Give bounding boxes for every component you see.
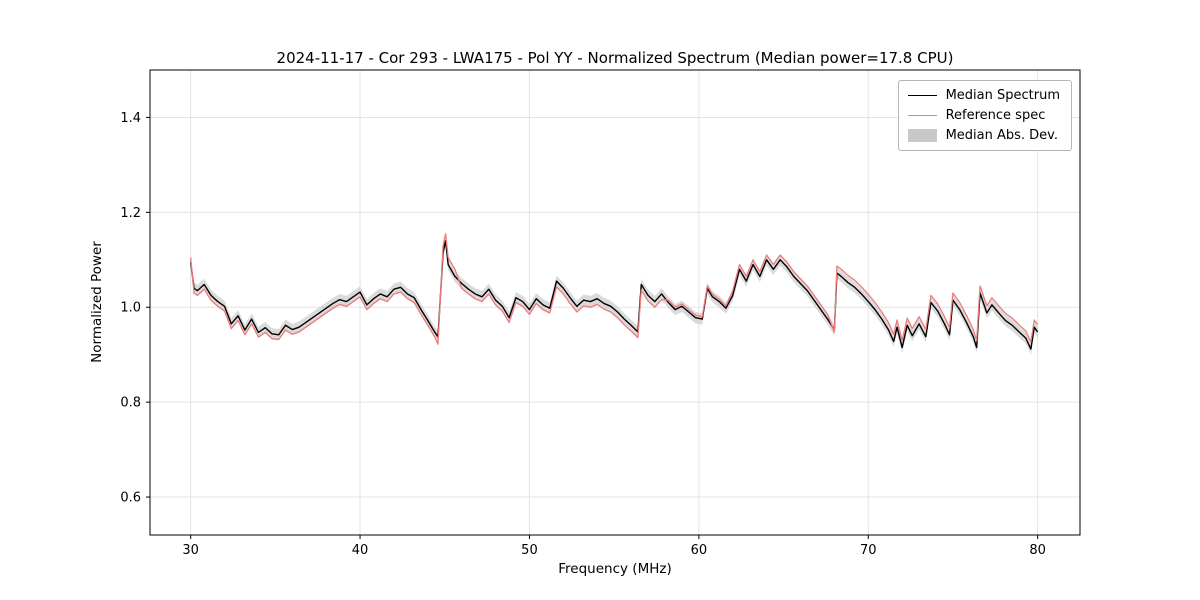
chart-title: 2024-11-17 - Cor 293 - LWA175 - Pol YY -… — [276, 49, 954, 67]
mad-band — [190, 235, 1038, 355]
x-axis-label: Frequency (MHz) — [558, 561, 672, 577]
y-tick-label: 1.4 — [120, 111, 141, 126]
x-tick-label: 70 — [860, 543, 877, 558]
x-tick-label: 30 — [182, 543, 199, 558]
y-tick-label: 1.2 — [120, 206, 141, 221]
y-tick-label: 0.6 — [120, 491, 141, 506]
median-abs-dev-patch-swatch — [907, 129, 937, 142]
x-tick-label: 80 — [1029, 543, 1046, 558]
plot-border — [149, 69, 1081, 536]
legend-label-median-spectrum: Median Spectrum — [945, 88, 1060, 103]
y-tick-label: 1.0 — [120, 301, 141, 316]
y-tick-label: 0.8 — [120, 396, 141, 411]
median-spectrum-line — [189, 240, 1039, 350]
legend: Median Spectrum Reference spec Median Ab… — [897, 80, 1072, 151]
x-tick-label: 50 — [521, 543, 538, 558]
legend-entry-median-abs-dev: Median Abs. Dev. — [907, 128, 1060, 143]
y-axis-label: Normalized Power — [89, 241, 105, 363]
legend-label-median-abs-dev: Median Abs. Dev. — [945, 128, 1059, 143]
median-spectrum-line-swatch — [907, 95, 937, 96]
x-tick-label: 40 — [352, 543, 369, 558]
legend-entry-reference-spec: Reference spec — [907, 108, 1060, 123]
x-tick-label: 60 — [691, 543, 708, 558]
reference-spec-line-swatch — [907, 115, 937, 116]
reference-spec-line — [190, 233, 1039, 345]
legend-label-reference-spec: Reference spec — [945, 108, 1046, 123]
legend-entry-median-spectrum: Median Spectrum — [907, 88, 1060, 103]
